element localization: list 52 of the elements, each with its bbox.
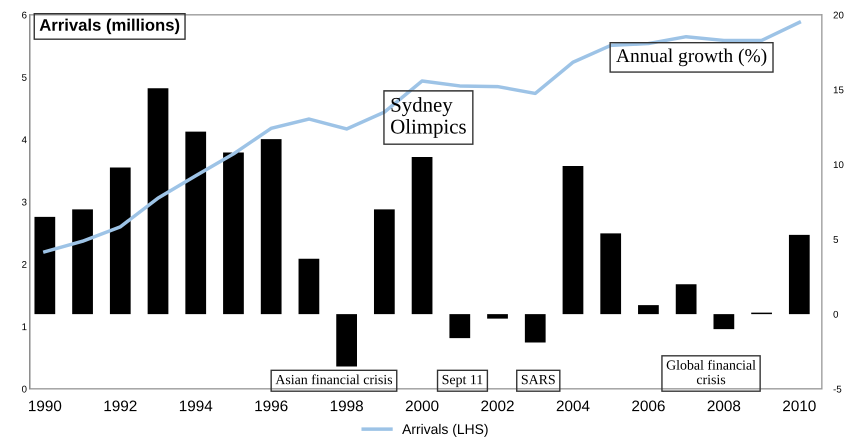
x-tick-label: 2004 <box>556 400 590 412</box>
y2-tick-label: -5 <box>833 386 842 393</box>
x-tick-label: 1990 <box>29 400 62 412</box>
y-tick-label: 2 <box>22 260 26 268</box>
bar <box>713 314 734 330</box>
bar <box>524 314 546 343</box>
annotation: Global financial crisis <box>666 360 756 384</box>
x-tick-label: 1996 <box>255 400 288 412</box>
bar <box>185 132 206 314</box>
y2-tick-label: 5 <box>833 236 838 243</box>
bar <box>788 234 810 314</box>
bar <box>34 216 56 314</box>
y-tick-label: 4 <box>22 136 27 144</box>
bar <box>260 139 282 314</box>
bar <box>336 314 358 366</box>
x-tick-label: 2002 <box>481 400 514 412</box>
legend-label: Arrivals (LHS) <box>402 424 488 437</box>
y-axis-title: Arrivals (millions) <box>40 18 180 34</box>
x-tick-label: 1994 <box>180 400 212 412</box>
bar <box>600 233 622 314</box>
bar <box>374 209 395 314</box>
y-tick-label: 6 <box>22 12 27 19</box>
y-tick-label: 5 <box>22 74 27 81</box>
x-tick-label: 1992 <box>104 400 137 412</box>
bar <box>110 168 131 314</box>
y2-tick-label: 10 <box>834 161 844 168</box>
annotation: Sydney Olimpics <box>391 97 466 138</box>
x-tick-label: 2006 <box>632 400 665 412</box>
y2-axis-title: Annual growth (%) <box>616 48 766 66</box>
bar <box>638 305 659 314</box>
y2-tick-label: 20 <box>834 12 844 19</box>
annotation: Asian financial crisis <box>275 374 392 384</box>
bar <box>449 314 470 338</box>
bar <box>676 284 697 314</box>
annotation: Sept 11 <box>442 374 482 388</box>
bar <box>487 314 508 319</box>
bar <box>223 152 244 314</box>
y-tick-label: 1 <box>22 323 26 330</box>
bar <box>298 258 320 314</box>
y-tick-label: 0 <box>22 386 27 393</box>
x-tick-label: 1998 <box>330 400 363 412</box>
y-tick-label: 3 <box>22 198 27 206</box>
annotation: SARS <box>522 374 555 384</box>
y2-tick-label: 15 <box>834 86 844 94</box>
bar <box>562 166 584 314</box>
bar <box>412 157 432 314</box>
x-tick-label: 2000 <box>406 400 438 412</box>
x-tick-label: 2008 <box>708 400 740 412</box>
bar <box>148 88 168 314</box>
x-tick-label: 2010 <box>783 400 816 412</box>
bar <box>72 209 93 314</box>
y2-tick-label: 0 <box>833 310 838 318</box>
